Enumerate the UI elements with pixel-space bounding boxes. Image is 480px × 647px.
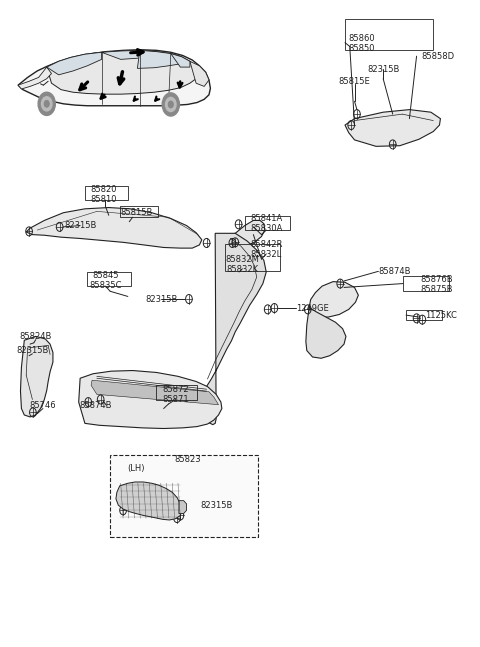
Bar (120, 206, 158, 217)
Polygon shape (91, 380, 218, 404)
Text: 85876B
85875B: 85876B 85875B (420, 274, 453, 294)
Polygon shape (116, 482, 182, 520)
Circle shape (162, 93, 180, 116)
Text: 82315B: 82315B (145, 294, 178, 303)
Text: 82315B: 82315B (200, 501, 232, 510)
Text: 1125KC: 1125KC (425, 311, 457, 320)
Text: (LH): (LH) (127, 464, 144, 473)
Text: 85874B: 85874B (80, 400, 112, 410)
Polygon shape (47, 50, 199, 94)
Polygon shape (226, 221, 265, 248)
Bar (110, 455, 258, 538)
Text: 85858D: 85858D (421, 52, 455, 61)
Text: 85841A
85830A: 85841A 85830A (250, 214, 282, 234)
Polygon shape (199, 234, 266, 424)
Text: 85874B: 85874B (378, 267, 411, 276)
Text: 85872
85871: 85872 85871 (162, 385, 189, 404)
Text: 85832M
85832K: 85832M 85832K (226, 254, 259, 274)
Circle shape (168, 101, 173, 107)
Bar (156, 386, 197, 399)
Polygon shape (47, 52, 102, 75)
Bar (225, 244, 280, 270)
Text: 85815E: 85815E (339, 78, 371, 87)
Bar (85, 186, 128, 200)
Polygon shape (309, 281, 359, 317)
Circle shape (41, 97, 52, 111)
Bar (403, 276, 448, 291)
Polygon shape (26, 208, 202, 248)
Text: 85746: 85746 (30, 401, 56, 410)
Text: 82315B: 82315B (64, 221, 96, 230)
Polygon shape (18, 50, 210, 105)
Polygon shape (306, 307, 346, 358)
Text: 82315B: 82315B (16, 346, 48, 355)
Text: 1249GE: 1249GE (296, 303, 329, 313)
Text: 85820
85810: 85820 85810 (91, 185, 117, 204)
Bar (245, 216, 290, 230)
Text: 85845
85835C: 85845 85835C (89, 270, 121, 290)
Text: 85823: 85823 (174, 455, 201, 464)
Bar (406, 310, 442, 320)
Circle shape (44, 100, 49, 107)
Text: 85815B: 85815B (120, 208, 153, 217)
Bar (345, 19, 433, 50)
Polygon shape (171, 54, 190, 67)
Polygon shape (102, 50, 140, 60)
Polygon shape (137, 50, 182, 69)
Text: 82315B: 82315B (367, 65, 399, 74)
Circle shape (38, 93, 55, 115)
Circle shape (166, 98, 176, 111)
Polygon shape (79, 371, 222, 428)
Polygon shape (179, 501, 187, 514)
Polygon shape (18, 67, 51, 89)
Polygon shape (21, 336, 53, 417)
Text: 85824B: 85824B (20, 332, 52, 341)
Text: 85842R
85832L: 85842R 85832L (250, 240, 282, 259)
Text: 85860
85850: 85860 85850 (348, 34, 375, 53)
Polygon shape (345, 109, 441, 146)
Bar (87, 272, 131, 286)
Polygon shape (190, 61, 209, 87)
